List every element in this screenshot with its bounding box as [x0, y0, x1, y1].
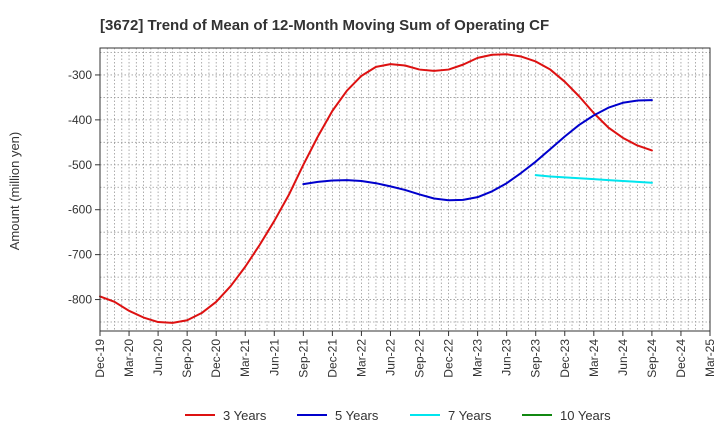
legend: 3 Years 5 Years 7 Years 10 Years: [185, 408, 611, 423]
x-tick-label: Sep-21: [296, 339, 310, 378]
x-tick-label: Jun-23: [500, 339, 514, 376]
x-tick-label: Mar-21: [238, 339, 252, 377]
legend-label: 7 Years: [448, 408, 492, 423]
x-tick-label: Sep-20: [180, 339, 194, 378]
series-line-7-years: [534, 174, 653, 184]
x-tick-label: Dec-20: [209, 339, 223, 378]
y-tick-label: -300: [68, 68, 92, 82]
x-tick-label: Jun-24: [616, 339, 630, 376]
legend-label: 3 Years: [223, 408, 267, 423]
y-tick-label: -500: [68, 158, 92, 172]
x-tick-label: Jun-22: [383, 339, 397, 376]
x-tick-label: Sep-22: [413, 339, 427, 378]
plot-frame: [99, 47, 711, 332]
y-axis-label: Amount (million yen): [7, 132, 22, 251]
plot-series: [99, 53, 653, 324]
y-tick-label: -700: [68, 248, 92, 262]
legend-label: 10 Years: [560, 408, 611, 423]
y-axis-ticks: -300 -400 -500 -600 -700 -800: [68, 68, 100, 307]
series-line-3-years: [99, 53, 653, 324]
x-tick-label: Sep-24: [645, 339, 659, 378]
x-tick-label: Mar-20: [122, 339, 136, 377]
x-tick-label: Jun-21: [267, 339, 281, 376]
x-tick-label: Dec-22: [442, 339, 456, 378]
x-tick-label: Mar-24: [587, 339, 601, 377]
legend-label: 5 Years: [335, 408, 379, 423]
x-tick-label: Mar-22: [354, 339, 368, 377]
x-axis-ticks: Dec-19 Mar-20 Jun-20 Sep-20 Dec-20 Mar-21 Jun-…: [93, 331, 717, 378]
x-tick-label: Dec-24: [674, 339, 688, 378]
x-tick-label: Mar-23: [471, 339, 485, 377]
x-tick-label: Mar-25: [703, 339, 717, 377]
y-tick-label: -400: [68, 113, 92, 127]
x-tick-label: Dec-21: [325, 339, 339, 378]
x-tick-label: Dec-19: [93, 339, 107, 378]
series-line-5-years: [302, 99, 653, 202]
grid: [100, 48, 710, 331]
y-tick-label: -800: [68, 293, 92, 307]
x-tick-label: Jun-20: [151, 339, 165, 376]
x-tick-label: Sep-23: [529, 339, 543, 378]
chart-title: [3672] Trend of Mean of 12-Month Moving …: [100, 17, 549, 34]
y-tick-label: -600: [68, 203, 92, 217]
x-tick-label: Dec-23: [558, 339, 572, 378]
